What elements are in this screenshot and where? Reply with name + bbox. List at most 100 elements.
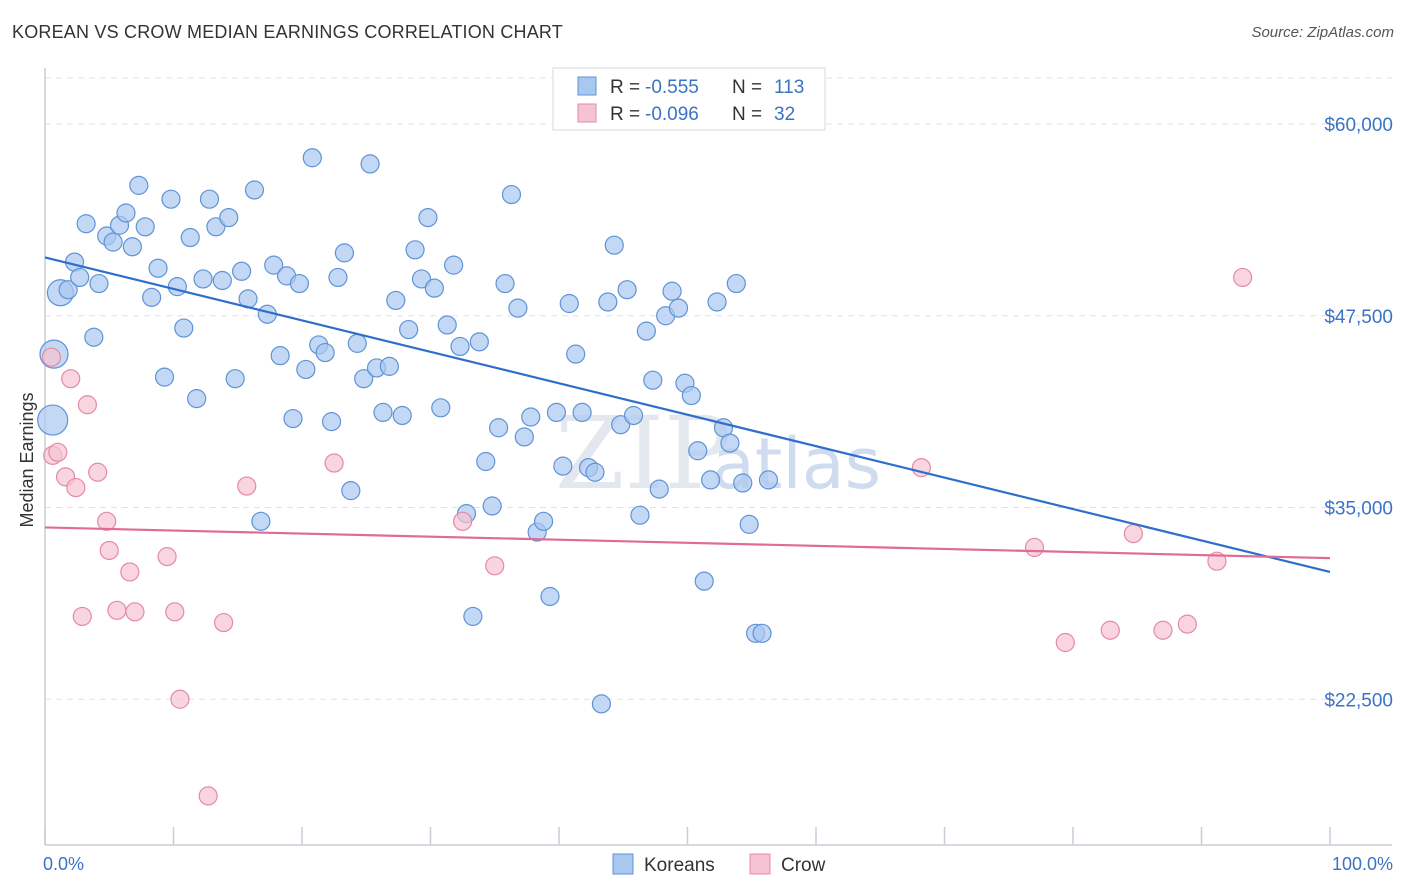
bottom-legend-label-koreans: Koreans [644,855,715,876]
korean-point [418,207,438,228]
korean-point [662,281,682,301]
korean-point [431,398,451,418]
crow-point [1207,551,1227,571]
korean-point [521,407,541,427]
korean-trend-line [44,256,1331,574]
legend-n-value-crow: 32 [774,104,795,125]
x-tick-label-min: 0.0% [43,854,84,874]
y-tick-label: $60,000 [1324,115,1393,136]
legend-swatch-crow [577,103,597,123]
korean-point [630,505,650,525]
legend-n-value-koreans: 113 [774,77,804,98]
korean-point [302,148,322,168]
korean-point [193,269,213,289]
korean-point [546,402,567,423]
grid-layer [45,77,1392,700]
korean-point [244,180,265,200]
bottom-legend-label-crow: Crow [781,855,826,876]
korean-point [354,369,374,389]
korean-point [225,369,245,389]
korean-point [649,479,669,499]
korean-point [591,694,612,714]
korean-point [623,405,644,426]
chart-title: KOREAN VS CROW MEDIAN EARNINGS CORRELATI… [12,22,563,42]
korean-point [752,623,772,643]
crow-point [485,556,505,576]
korean-point [219,207,239,228]
korean-point [489,418,509,438]
crow-point [453,511,473,531]
legend-n-label-koreans: N = [732,77,762,98]
korean-point [373,402,393,423]
korean-point [264,255,284,275]
korean-point [424,278,444,298]
korean-point [617,280,637,300]
korean-point [187,389,207,409]
crow-point [77,395,98,415]
korean-point [688,441,708,461]
crow-point [72,606,92,627]
korean-point [444,255,464,275]
korean-point [289,273,310,294]
korean-point [726,273,746,294]
x-tick-label-max: 100.0% [1332,854,1393,874]
crow-point [1123,523,1143,544]
legend-n-label-crow: N = [732,104,762,125]
crow-point [1153,620,1173,640]
crow-point [107,600,127,620]
y-tick-label: $47,500 [1324,307,1393,328]
crow-point [66,477,86,498]
legend-r-label-crow: R = [610,104,640,125]
chart-source: Source: ZipAtlas.com [1251,24,1394,41]
crow-point [125,602,145,622]
y-tick-label: $35,000 [1324,499,1393,520]
watermark-atlas: atlas [712,423,881,505]
korean-point [598,292,618,312]
korean-point [508,298,528,318]
korean-point [328,267,348,288]
korean-point [116,203,136,223]
korean-point [399,319,419,340]
korean-point [758,470,779,490]
korean-point [232,261,252,281]
legend-r-value-koreans: -0.555 [645,77,699,98]
legend-r-label-koreans: R = [610,77,640,98]
korean-point [161,189,181,209]
korean-point [199,189,220,209]
crow-point [1233,267,1253,288]
korean-point [321,412,342,432]
korean-point [251,511,271,531]
bottom-legend-swatch-koreans [612,853,634,875]
korean-point [694,571,714,591]
korean-point [167,277,187,297]
crow-point [214,612,234,633]
korean-point [392,405,412,426]
korean-point [643,370,663,390]
korean-point [437,315,457,335]
crow-point [157,547,177,567]
crow-point [88,462,108,482]
crow-point [41,347,62,367]
korean-point [122,237,142,257]
korean-point [58,280,78,300]
korean-point [283,408,303,429]
korean-point [37,404,69,436]
korean-point [334,243,355,263]
korean-point [533,511,554,531]
crow-point [99,540,119,561]
korean-point [469,332,489,352]
korean-point [720,433,740,453]
points-layer [37,148,1253,806]
korean-point [360,154,380,174]
korean-point [129,175,149,195]
korean-point [482,496,502,516]
crow-point [120,562,140,582]
korean-point [148,258,168,278]
korean-point [604,235,624,255]
legend-box [552,67,826,131]
korean-point [495,273,515,294]
korean-point [707,292,727,312]
korean-point [553,456,573,476]
correlation-legend: R = -0.555 N = 113 R = -0.096 N = 32 [552,67,826,131]
